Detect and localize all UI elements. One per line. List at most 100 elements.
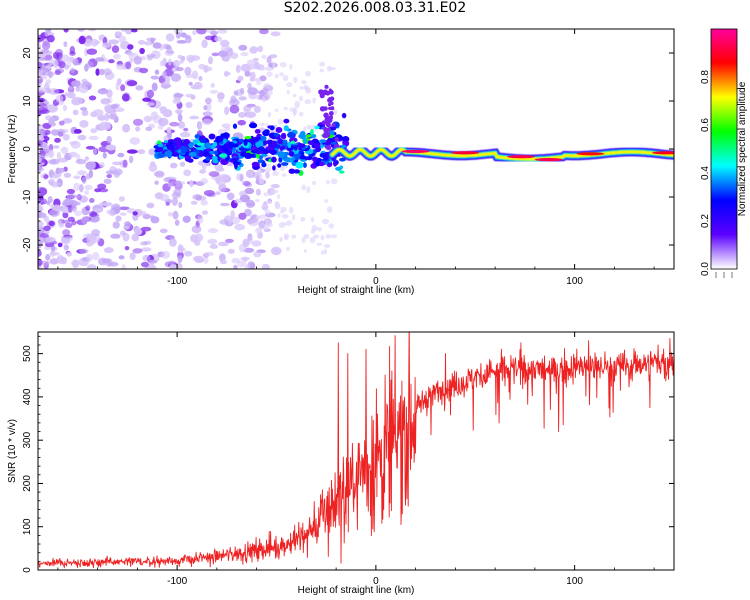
heatmap-noise-cell	[103, 247, 114, 254]
heatmap-cluster-cell	[277, 151, 285, 158]
colorbar-step	[711, 243, 737, 246]
heatmap-noise-cell	[259, 66, 265, 71]
heatmap-noise-cell	[145, 126, 153, 132]
heatmap-noise-cell	[38, 165, 42, 174]
heatmap-cluster-cell	[199, 138, 207, 144]
colorbar-step	[711, 197, 737, 200]
heatmap-cluster-cell	[269, 149, 277, 155]
heatmap-noise-cell	[62, 211, 69, 219]
heatmap-noise-cell	[45, 79, 52, 85]
heatmap-cluster-cell	[157, 147, 163, 152]
heatmap-noise-field	[38, 29, 350, 269]
heatmap-noise-cell	[333, 109, 338, 116]
heatmap-noise-cell	[38, 258, 43, 266]
heatmap-cluster-cell	[338, 170, 345, 174]
heatmap-noise-cell	[54, 137, 61, 143]
heatmap-noise-cell	[193, 255, 204, 262]
colorbar-step	[711, 85, 737, 88]
heatmap-noise-cell	[166, 127, 172, 133]
snr-y-tick-label: 0	[22, 567, 33, 573]
heatmap-noise-cell	[38, 187, 48, 196]
heatmap-noise-cell	[326, 180, 330, 185]
heatmap-noise-cell	[328, 223, 335, 229]
heatmap-noise-cell	[244, 264, 252, 269]
colorbar-step	[711, 73, 737, 76]
heatmap-noise-cell	[205, 97, 212, 105]
heatmap-cluster-cell	[244, 136, 252, 140]
heatmap-noise-cell	[121, 263, 126, 269]
heatmap-noise-cell	[56, 151, 62, 161]
heatmap-noise-cell	[211, 52, 220, 57]
heatmap-noise-cell	[239, 87, 245, 94]
heatmap-noise-cell	[51, 204, 62, 211]
heatmap-noise-cell	[229, 98, 240, 107]
heatmap-noise-cell	[243, 107, 249, 113]
heatmap-noise-cell	[246, 63, 257, 70]
heatmap-noise-cell	[268, 223, 273, 228]
heatmap-noise-cell	[237, 75, 244, 82]
heatmap-noise-cell	[223, 70, 229, 78]
heatmap-noise-cell	[267, 163, 271, 168]
heatmap-noise-cell	[282, 75, 289, 81]
heatmap-noise-cell	[246, 103, 256, 108]
colorbar-step	[711, 237, 737, 240]
heatmap-noise-cell	[272, 171, 279, 176]
heatmap-noise-cell	[266, 200, 272, 204]
heatmap-noise-cell	[195, 194, 202, 201]
heatmap-noise-cell	[165, 76, 171, 83]
colorbar-step	[711, 123, 737, 126]
colorbar-step	[711, 55, 737, 58]
heatmap-noise-cell	[92, 252, 100, 261]
colorbar-step	[711, 177, 737, 180]
heatmap-cluster-cell	[328, 89, 334, 95]
heatmap-noise-cell	[257, 90, 265, 95]
heatmap-noise-cell	[185, 93, 195, 98]
heatmap-noise-cell	[254, 199, 260, 203]
heatmap-cluster-cell	[249, 122, 258, 129]
colorbar-step	[711, 113, 737, 116]
heatmap-cluster-cell	[293, 169, 300, 174]
heatmap-noise-cell	[279, 236, 283, 243]
heatmap-noise-cell	[263, 223, 269, 230]
snr-y-tick-label: 400	[22, 388, 33, 405]
heatmap-noise-cell	[150, 215, 155, 221]
heatmap-noise-cell	[322, 218, 329, 225]
colorbar-step	[711, 171, 737, 174]
heatmap-noise-cell	[184, 34, 191, 40]
colorbar-step	[711, 183, 737, 186]
heatmap-noise-cell	[259, 174, 263, 179]
heatmap-noise-cell	[286, 82, 293, 88]
colorbar-label: Normalized spectral amplitude	[737, 81, 748, 216]
heatmap-noise-cell	[233, 91, 239, 96]
heatmap-noise-cell	[310, 216, 315, 223]
colorbar-step	[711, 181, 737, 184]
colorbar-step	[711, 81, 737, 84]
heatmap-noise-cell	[85, 145, 96, 150]
heatmap-noise-cell	[207, 238, 218, 245]
heatmap-noise-cell	[146, 54, 156, 58]
heatmap-cluster-cell	[262, 130, 270, 137]
heatmap-cluster-cell	[208, 133, 216, 140]
heatmap-cluster-cell	[192, 139, 199, 145]
heatmap-cluster-cell	[322, 132, 328, 139]
heatmap-noise-cell	[56, 128, 65, 137]
colorbar-step	[711, 107, 737, 110]
heatmap-noise-cell	[325, 233, 331, 239]
heatmap-noise-cell	[220, 259, 227, 265]
heatmap-noise-cell	[62, 236, 74, 242]
heatmap-noise-cell	[238, 96, 247, 101]
heatmap-noise-cell	[227, 248, 235, 254]
heatmap-noise-cell	[122, 123, 131, 133]
heatmap-noise-cell	[171, 197, 178, 206]
heatmap-ridge-peak	[401, 149, 430, 153]
heatmap-noise-cell	[71, 220, 77, 226]
heatmap-noise-cell	[301, 184, 306, 191]
heatmap-noise-cell	[79, 248, 89, 254]
heatmap-noise-cell	[150, 75, 159, 80]
heatmap-noise-cell	[281, 173, 287, 177]
heatmap-noise-cell	[132, 248, 143, 254]
heatmap-noise-cell	[253, 105, 261, 113]
colorbar-step	[711, 267, 737, 270]
heatmap-noise-cell	[124, 246, 130, 251]
